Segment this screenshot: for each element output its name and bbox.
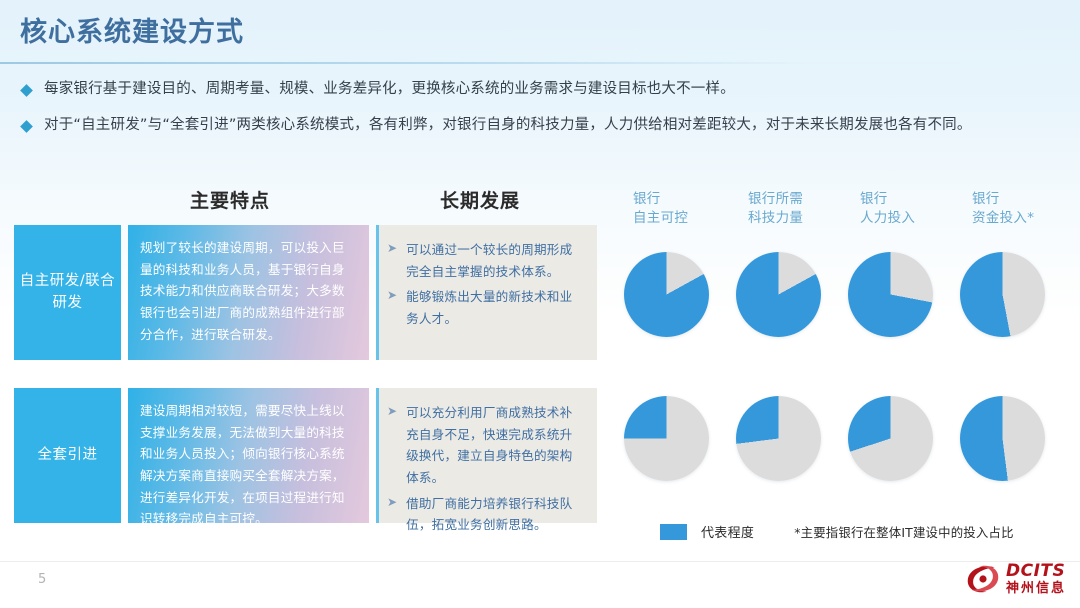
- pie-heading-2-line2: 科技力量: [748, 209, 804, 226]
- pie-heading-3: 银行 人力投入: [860, 190, 915, 228]
- pie-chart-0-0: [624, 252, 709, 337]
- chevron-right-icon: ➤: [387, 241, 398, 255]
- list-item-text: 可以充分利用厂商成熟技术补充自身不足，快速完成系统升级换代，建立自身特色的架构体…: [406, 405, 573, 485]
- logo-text: DCITS 神州信息: [1005, 561, 1066, 596]
- pie-chart-0-1: [736, 252, 821, 337]
- pie-heading-4: 银行 资金投入*: [972, 190, 1034, 228]
- diamond-bullet-icon: [20, 119, 33, 133]
- footer-divider: [0, 561, 1080, 562]
- legend-footnote: *主要指银行在整体IT建设中的投入占比: [794, 524, 1014, 540]
- row-category-label: 自主研发/联合研发: [14, 225, 121, 360]
- bullet-item: 对于“自主研发”与“全套引进”两类核心系统模式，各有利弊，对银行自身的科技力量，…: [20, 116, 1062, 136]
- bullet-list: 每家银行基于建设目的、周期考量、规模、业务差异化，更换核心系统的业务需求与建设目…: [20, 80, 1062, 151]
- row-features-cell: 规划了较长的建设周期，可以投入巨量的科技和业务人员，基于银行自身技术能力和供应商…: [128, 225, 369, 360]
- pie-heading-1-line2: 自主可控: [633, 209, 689, 226]
- bullet-text: 对于“自主研发”与“全套引进”两类核心系统模式，各有利弊，对银行自身的科技力量，…: [44, 116, 972, 133]
- row-longterm-cell: ➤ 可以通过一个较长的周期形成完全自主掌握的技术体系。 ➤ 能够锻炼出大量的新技…: [376, 225, 597, 360]
- bullet-text: 每家银行基于建设目的、周期考量、规模、业务差异化，更换核心系统的业务需求与建设目…: [44, 81, 735, 97]
- pie-heading-1-line1: 银行: [633, 191, 661, 207]
- list-item-text: 能够锻炼出大量的新技术和业务人才。: [406, 289, 573, 326]
- logo-cn: 神州信息: [1005, 581, 1066, 596]
- page-title: 核心系统建设方式: [20, 17, 244, 48]
- title-divider: [0, 62, 1080, 64]
- chevron-right-icon: ➤: [387, 288, 398, 303]
- table-row: 全套引进 建设周期相对较短，需要尽快上线以支撑业务发展，无法做到大量的科技和业务…: [14, 388, 597, 532]
- pie-heading-4-line1: 银行: [972, 191, 1000, 207]
- legend-swatch: [660, 523, 687, 540]
- legend-label: 代表程度: [701, 526, 755, 541]
- brand-logo: DCITS 神州信息: [965, 562, 1066, 596]
- chevron-right-icon: ➤: [387, 404, 398, 418]
- chart-legend: 代表程度 *主要指银行在整体IT建设中的投入占比: [660, 522, 1014, 541]
- pie-heading-3-line2: 人力投入: [860, 209, 916, 226]
- pie-chart-0-3: [960, 252, 1045, 337]
- row-features-cell: 建设周期相对较短，需要尽快上线以支撑业务发展，无法做到大量的科技和业务人员投入；…: [128, 388, 369, 526]
- table-row: 自主研发/联合研发 规划了较长的建设周期，可以投入巨量的科技和业务人员，基于银行…: [14, 225, 597, 360]
- list-item: ➤ 可以通过一个较长的周期形成完全自主掌握的技术体系。: [387, 239, 585, 282]
- pie-heading-3-line1: 银行: [860, 191, 888, 207]
- diamond-bullet-icon: [20, 84, 33, 97]
- list-item-text: 借助厂商能力培养银行科技队伍，拓宽业务创新思路。: [406, 495, 573, 533]
- page-number: 5: [38, 572, 47, 587]
- list-item: ➤ 能够锻炼出大量的新技术和业务人才。: [387, 286, 585, 329]
- pie-chart-1-1: [736, 396, 821, 481]
- pie-chart-1-3: [960, 396, 1045, 481]
- pie-chart-0-2: [848, 252, 933, 337]
- list-item-text: 可以通过一个较长的周期形成完全自主掌握的技术体系。: [406, 242, 573, 279]
- pie-chart-1-2: [848, 396, 933, 481]
- dcits-swirl-icon: [967, 565, 999, 593]
- pie-heading-4-line2: 资金投入*: [972, 209, 1035, 226]
- logo-en: DCITS: [1005, 561, 1066, 581]
- pie-heading-1: 银行 自主可控: [633, 190, 688, 228]
- pie-chart-1-0: [624, 396, 709, 481]
- chevron-right-icon: ➤: [387, 494, 398, 509]
- bullet-item: 每家银行基于建设目的、周期考量、规模、业务差异化，更换核心系统的业务需求与建设目…: [20, 80, 1062, 100]
- pie-heading-2-line1: 银行所需: [748, 191, 804, 207]
- column-heading-longterm: 长期发展: [440, 190, 521, 212]
- column-heading-features: 主要特点: [190, 190, 271, 212]
- row-category-label: 全套引进: [14, 388, 121, 523]
- row-longterm-cell: ➤ 可以充分利用厂商成熟技术补充自身不足，快速完成系统升级换代，建立自身特色的架…: [376, 388, 597, 532]
- pie-heading-2: 银行所需 科技力量: [748, 190, 803, 228]
- list-item: ➤ 借助厂商能力培养银行科技队伍，拓宽业务创新思路。: [387, 493, 585, 536]
- list-item: ➤ 可以充分利用厂商成熟技术补充自身不足，快速完成系统升级换代，建立自身特色的架…: [387, 402, 585, 489]
